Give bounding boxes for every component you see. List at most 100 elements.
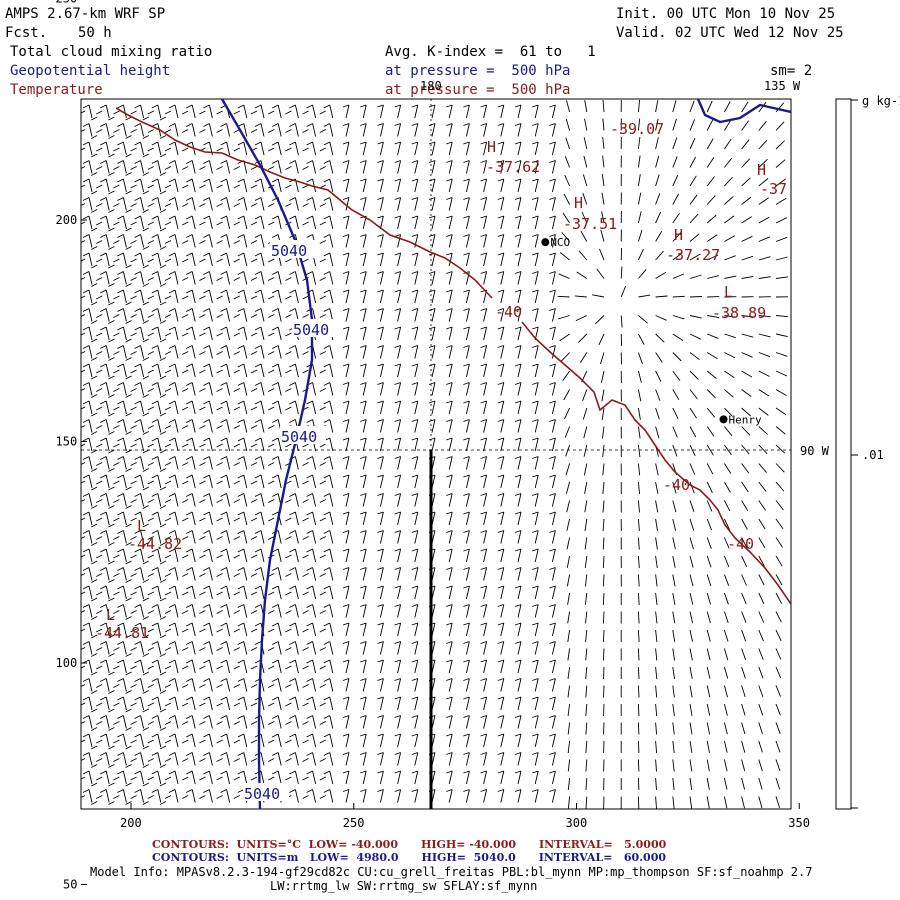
wind-barb [741, 481, 749, 493]
wind-barb [775, 102, 785, 113]
wind-barb [411, 641, 419, 655]
wind-barb [549, 400, 556, 415]
wind-barb [514, 271, 522, 285]
y-tick-label: 250 [56, 0, 78, 6]
wind-barb [377, 715, 384, 729]
wind-barb [302, 641, 317, 655]
wind-barb [319, 752, 334, 766]
height-label: 5040 [293, 321, 329, 339]
wind-barb [741, 555, 748, 567]
wind-barb [250, 419, 265, 433]
wind-barb [159, 715, 179, 731]
wind-barb [741, 537, 748, 549]
wind-barb [559, 252, 570, 261]
map-frame [80, 98, 792, 810]
wind-barb [394, 567, 402, 581]
wind-barb [532, 548, 539, 563]
wind-barb [446, 622, 453, 637]
wind-barb [159, 234, 179, 250]
wind-barb [689, 796, 693, 809]
wind-barb [377, 659, 384, 674]
wind-barb [582, 193, 588, 205]
wind-barb [672, 759, 675, 772]
wind-barb [758, 463, 767, 473]
wind-barb [250, 215, 265, 230]
wind-barb [672, 444, 678, 457]
wind-barb [302, 104, 317, 119]
wind-barb [302, 160, 317, 174]
wind-barb [575, 315, 587, 322]
wind-barb [199, 678, 213, 692]
wind-barb [216, 252, 231, 267]
wind-barb [90, 752, 110, 768]
wind-barb [463, 289, 470, 304]
wind-barb [655, 481, 659, 494]
wind-barb [360, 493, 367, 507]
wind-barb [557, 315, 570, 320]
wind-barb [672, 537, 676, 550]
wind-barb [775, 370, 788, 377]
wind-barb [267, 678, 282, 692]
wind-barb [285, 197, 299, 211]
wind-barb [706, 370, 717, 379]
wind-barb [81, 382, 93, 396]
wind-barb [199, 289, 213, 304]
wind-barb [549, 511, 556, 526]
wind-barb [706, 195, 716, 205]
wind-barb [775, 236, 788, 242]
wind-barb [707, 275, 720, 279]
wind-barb [723, 740, 728, 753]
wind-barb [267, 733, 282, 748]
wind-barb [446, 160, 453, 174]
wind-barb [446, 493, 453, 507]
wind-barb [585, 703, 588, 717]
wind-barb [285, 271, 299, 285]
wind-barb [360, 308, 367, 322]
wind-barb [125, 493, 145, 509]
wind-barb [90, 437, 110, 454]
wind-barb [655, 352, 663, 363]
wind-barb [267, 752, 282, 766]
wind-barb [446, 289, 453, 304]
wind-barb [637, 174, 641, 187]
fcst-label: Fcst. [5, 25, 48, 41]
wind-barb [342, 733, 350, 748]
wind-barb [285, 511, 299, 526]
wind-barb [411, 678, 419, 692]
wind-barb [142, 530, 162, 546]
wind-barb [125, 715, 145, 731]
wind-barb [724, 426, 733, 437]
wind-barb [90, 289, 110, 306]
wind-barb [142, 141, 162, 158]
wind-barb [532, 178, 539, 193]
wind-barb [689, 119, 696, 131]
wind-barb [549, 530, 556, 544]
wind-barb [125, 548, 145, 565]
wind-barb [90, 678, 110, 694]
wind-barb [706, 796, 710, 809]
wind-barb [463, 215, 470, 230]
wind-barb [723, 574, 730, 586]
wind-barb [637, 211, 642, 224]
wind-barb [741, 407, 751, 417]
wind-barb [514, 400, 522, 415]
wind-barb [689, 463, 696, 475]
wind-barb [706, 157, 715, 168]
wind-barb [342, 659, 350, 674]
wind-barb [497, 326, 505, 341]
wind-barb [285, 363, 299, 378]
wind-barb [637, 722, 640, 735]
wind-barb [285, 696, 299, 711]
wind-barb [775, 759, 781, 772]
wind-barb [81, 419, 93, 433]
wind-barb [480, 770, 488, 785]
wind-barb [142, 215, 162, 232]
wind-barb [90, 419, 110, 435]
wind-barb [463, 382, 470, 396]
wind-barb [480, 659, 488, 674]
wind-barb [319, 197, 334, 211]
wind-barb [108, 641, 127, 657]
wind-barb [394, 456, 402, 470]
wind-barb [302, 456, 317, 470]
